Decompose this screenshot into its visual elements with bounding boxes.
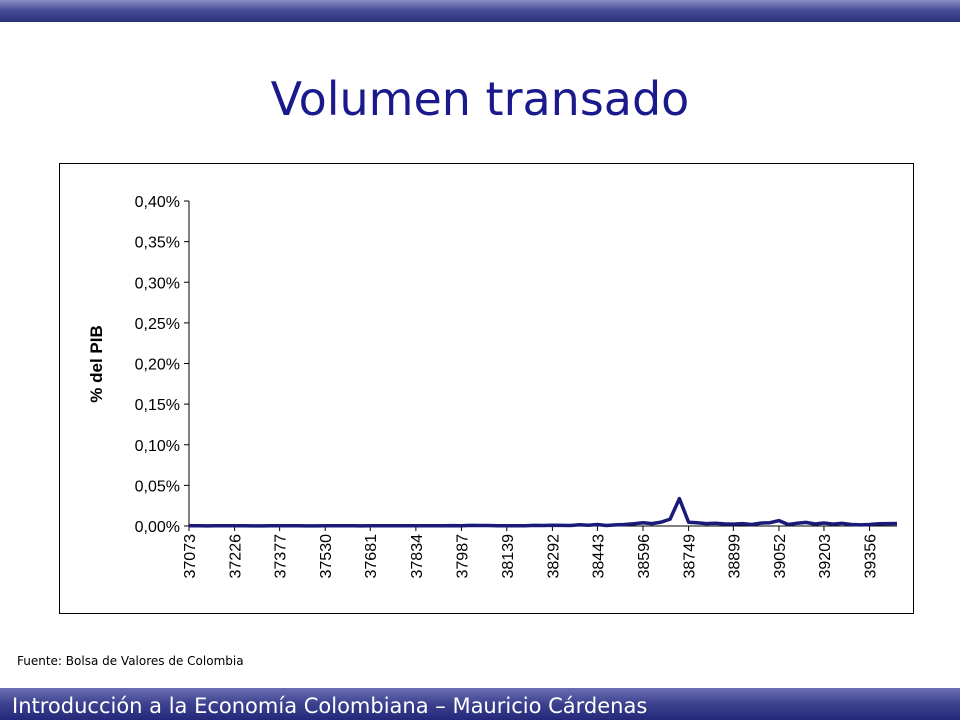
x-tick-label: 38899 bbox=[726, 534, 743, 579]
source-note: Fuente: Bolsa de Valores de Colombia bbox=[17, 654, 244, 668]
y-tick-label: 0,25% bbox=[135, 316, 180, 333]
y-axis-label: % del PIB bbox=[87, 325, 106, 402]
y-axis: 0,00% 0,05% 0,10% 0,15% 0,20% 0,25% 0,30% 0,35%… bbox=[135, 194, 190, 536]
x-tick-label: 38749 bbox=[682, 534, 699, 579]
x-tick-label: 37073 bbox=[182, 534, 199, 579]
x-tick-label: 39052 bbox=[772, 534, 789, 579]
line-chart: 0,00% 0,05% 0,10% 0,15% 0,20% 0,25% 0,30% 0,35%… bbox=[87, 194, 898, 579]
x-tick-label: 37377 bbox=[273, 534, 290, 579]
bottom-decorative-bar bbox=[0, 688, 960, 720]
x-tick-label: 37226 bbox=[228, 534, 245, 579]
y-tick-label: 0,10% bbox=[135, 438, 180, 455]
x-tick-label: 38596 bbox=[636, 534, 653, 579]
x-tick-label: 39203 bbox=[817, 534, 834, 579]
x-tick-label: 38443 bbox=[590, 534, 607, 579]
footer-text: Introducción a la Economía Colombiana – … bbox=[12, 694, 648, 718]
y-tick-label: 0,20% bbox=[135, 357, 180, 374]
top-decorative-bar bbox=[0, 0, 960, 22]
x-tick-label: 39356 bbox=[863, 534, 880, 579]
y-tick-label: 0,00% bbox=[135, 519, 180, 536]
x-tick-label: 38139 bbox=[500, 534, 517, 579]
y-tick-label: 0,40% bbox=[135, 194, 180, 211]
x-tick-label: 37987 bbox=[454, 534, 471, 579]
x-tick-label: 38292 bbox=[545, 534, 562, 579]
x-tick-label: 37834 bbox=[409, 534, 426, 579]
slide-title: Volumen transado bbox=[270, 72, 690, 126]
y-tick-label: 0,30% bbox=[135, 275, 180, 292]
x-axis: 37073 37226 37377 37530 37681 37834 37987 38139… bbox=[182, 525, 897, 579]
chart-frame: 0,00% 0,05% 0,10% 0,15% 0,20% 0,25% 0,30% 0,35%… bbox=[59, 163, 914, 614]
series-line bbox=[189, 496, 898, 528]
y-tick-label: 0,15% bbox=[135, 397, 180, 414]
y-tick-label: 0,35% bbox=[135, 235, 180, 252]
x-tick-label: 37530 bbox=[318, 534, 335, 579]
y-tick-label: 0,05% bbox=[135, 478, 180, 495]
x-tick-label: 37681 bbox=[363, 534, 380, 579]
